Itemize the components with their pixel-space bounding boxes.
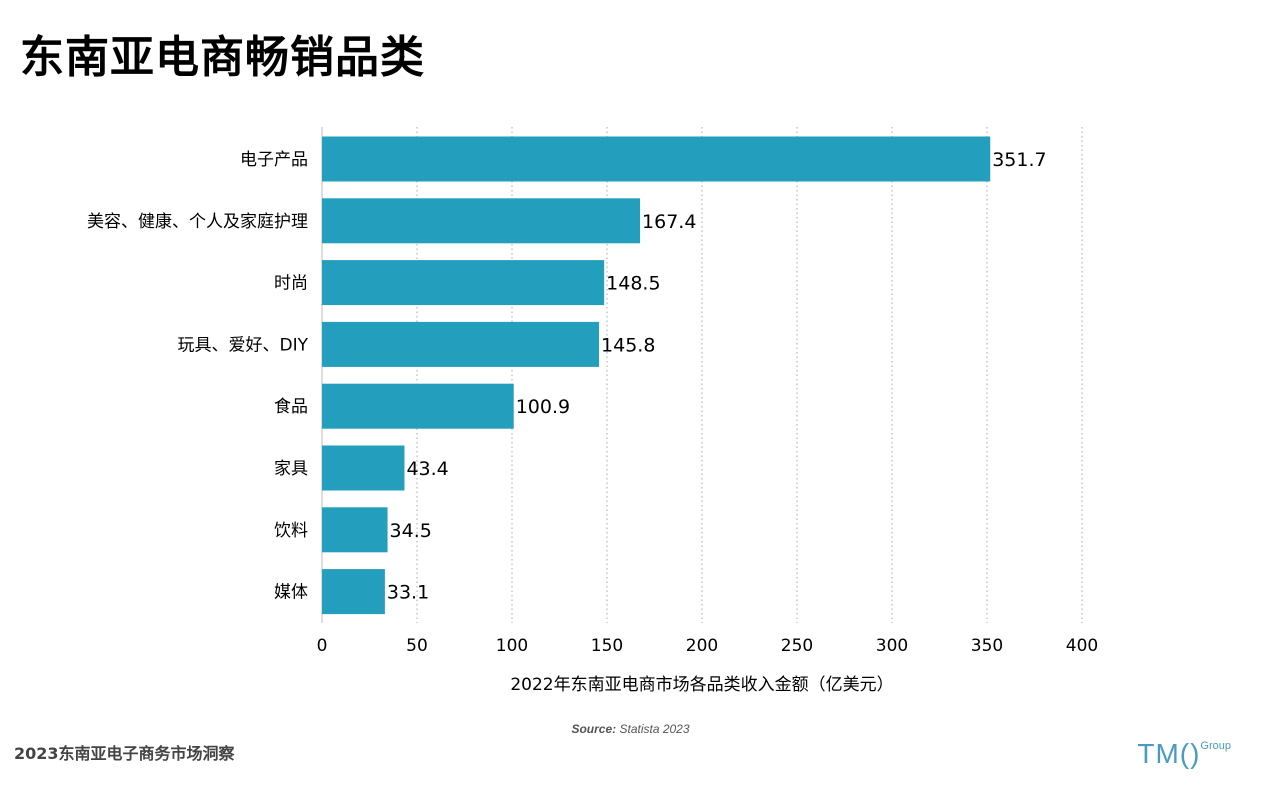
data-label: 167.4 bbox=[642, 211, 696, 233]
x-tick-label: 350 bbox=[971, 636, 1003, 656]
data-label: 34.5 bbox=[390, 520, 432, 542]
bar bbox=[322, 569, 385, 615]
category-label: 媒体 bbox=[274, 583, 308, 603]
logo-main: TM() bbox=[1137, 738, 1201, 769]
x-tick-label: 250 bbox=[781, 636, 813, 656]
source-note: Source: Statista 2023 bbox=[0, 722, 1261, 736]
category-label: 美容、健康、个人及家庭护理 bbox=[87, 212, 308, 232]
category-label: 玩具、爱好、DIY bbox=[178, 335, 309, 355]
x-tick-label: 400 bbox=[1066, 636, 1098, 656]
category-label: 电子产品 bbox=[240, 150, 308, 170]
category-label: 饮料 bbox=[274, 521, 308, 541]
data-label: 100.9 bbox=[516, 396, 570, 418]
data-label: 351.7 bbox=[992, 149, 1046, 171]
bars bbox=[322, 136, 991, 615]
bar bbox=[322, 383, 514, 429]
data-label: 145.8 bbox=[601, 334, 655, 356]
logo-sub: Group bbox=[1200, 740, 1231, 752]
x-tick-label: 0 bbox=[317, 636, 328, 656]
bar bbox=[322, 507, 388, 553]
source-label: Source: bbox=[571, 722, 617, 736]
source-text: Statista 2023 bbox=[619, 722, 690, 736]
data-labels: 351.7 167.4 148.5 145.8 100.9 43.4 34.5 33.1 bbox=[387, 149, 1047, 604]
bar bbox=[322, 321, 600, 367]
x-tick-label: 100 bbox=[496, 636, 528, 656]
bar bbox=[322, 136, 991, 182]
bar bbox=[322, 445, 405, 491]
footer-text: 2023东南亚电子商务市场洞察 bbox=[14, 744, 235, 763]
category-label: 时尚 bbox=[274, 274, 308, 294]
page-title: 东南亚电商畅销品类 bbox=[20, 32, 425, 83]
bar bbox=[322, 260, 605, 306]
x-tick-label: 50 bbox=[406, 636, 428, 656]
x-tick-label: 200 bbox=[686, 636, 718, 656]
data-label: 43.4 bbox=[406, 458, 448, 480]
data-label: 33.1 bbox=[387, 582, 429, 604]
x-axis-label: 2022年东南亚电商市场各品类收入金额（亿美元） bbox=[510, 675, 893, 695]
category-label: 食品 bbox=[274, 397, 308, 417]
bar bbox=[322, 198, 641, 244]
company-logo: TM()Group bbox=[1137, 738, 1231, 770]
data-label: 148.5 bbox=[606, 273, 660, 295]
x-tick-label: 300 bbox=[876, 636, 908, 656]
x-tick-label: 150 bbox=[591, 636, 623, 656]
category-label: 家具 bbox=[274, 459, 308, 479]
x-tick-labels: 0 50 100 150 200 250 300 350 400 bbox=[317, 636, 1099, 656]
